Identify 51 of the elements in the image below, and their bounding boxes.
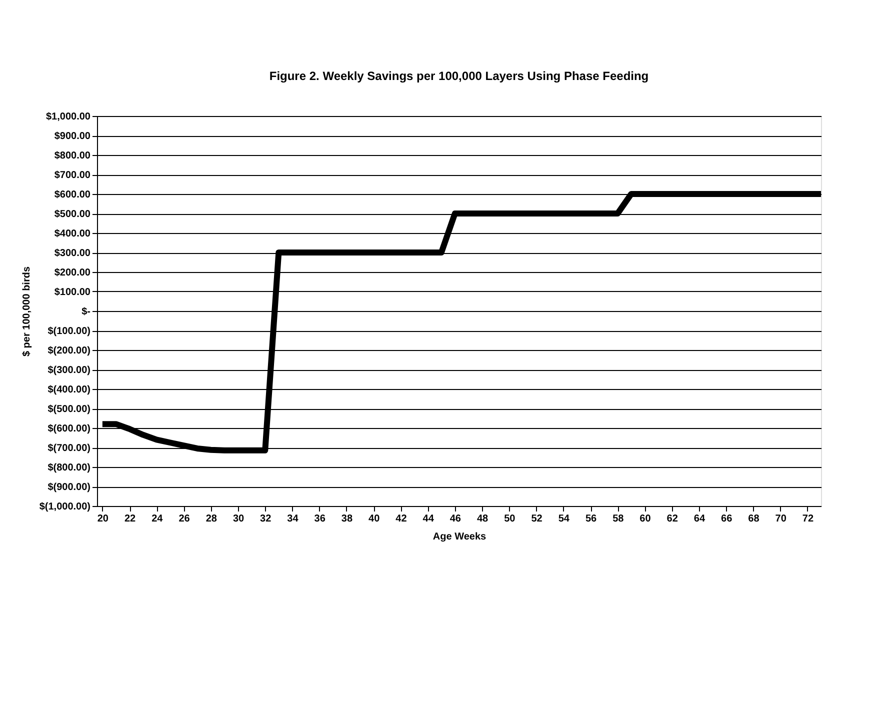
x-tick-label: 64 <box>694 514 706 524</box>
x-tick-label: 56 <box>585 514 598 524</box>
x-tick-label: 26 <box>178 514 190 524</box>
x-tick-label: 40 <box>368 514 380 524</box>
y-tick-label: $(200.00) <box>48 346 90 356</box>
y-tick-label: $600.00 <box>54 190 91 200</box>
y-axis-title: $ per 100,000 birds <box>21 266 32 357</box>
y-tick-label: $(1,000.00) <box>39 502 90 512</box>
y-tick-label: $200.00 <box>54 268 91 278</box>
x-tick-label: 52 <box>531 514 543 524</box>
x-tick-label: 42 <box>396 514 408 524</box>
y-tick-label: $(500.00) <box>48 404 90 415</box>
x-tick-label: 38 <box>341 514 353 524</box>
x-tick-label: 46 <box>450 514 462 524</box>
x-tick-label: 68 <box>748 514 760 524</box>
x-tick-label: 22 <box>124 514 136 524</box>
x-tick-label: 34 <box>287 514 299 524</box>
x-tick-label: 28 <box>206 514 218 524</box>
x-tick-label: 54 <box>558 514 570 524</box>
y-tick-label: $900.00 <box>54 131 91 142</box>
y-tick-label: $(300.00) <box>48 365 90 376</box>
x-tick-label: 32 <box>260 514 272 524</box>
y-tick-label: $(900.00) <box>48 482 90 493</box>
x-tick-label: 72 <box>802 514 814 524</box>
x-tick-label: 44 <box>422 514 434 524</box>
y-tick-label: $400.00 <box>54 228 91 240</box>
y-tick-label: $100.00 <box>54 287 91 298</box>
x-axis-title: Age Weeks <box>432 532 487 542</box>
y-tick-label: $(100.00) <box>48 326 90 337</box>
y-tick-label: $(800.00) <box>48 462 90 474</box>
y-tick-label: $(400.00) <box>48 384 90 396</box>
y-tick-label: $(700.00) <box>48 443 90 454</box>
x-tick-label: 70 <box>775 514 787 524</box>
x-tick-label: 50 <box>504 514 516 524</box>
y-tick-label: $- <box>82 306 90 318</box>
x-tick-label: 24 <box>152 514 164 524</box>
x-tick-label: 60 <box>640 514 652 524</box>
x-tick-label: 58 <box>612 514 624 524</box>
y-tick-label: $1,000.00 <box>46 112 91 122</box>
y-tick-label: $500.00 <box>54 209 91 220</box>
x-tick-label: 66 <box>721 514 733 524</box>
x-tick-label: 62 <box>666 514 678 524</box>
x-tick-label: 48 <box>476 514 489 524</box>
chart-title: Figure 2. Weekly Savings per 100,000 Layers Using Phase Feeding <box>269 69 649 83</box>
x-tick-label: 36 <box>314 514 326 524</box>
y-tick-label: $800.00 <box>54 150 91 162</box>
y-tick-label: $700.00 <box>54 170 91 181</box>
y-tick-label: $(600.00) <box>48 424 90 434</box>
x-tick-label: 30 <box>232 514 245 524</box>
x-tick-label: 20 <box>97 514 109 524</box>
y-tick-label: $300.00 <box>54 248 91 259</box>
